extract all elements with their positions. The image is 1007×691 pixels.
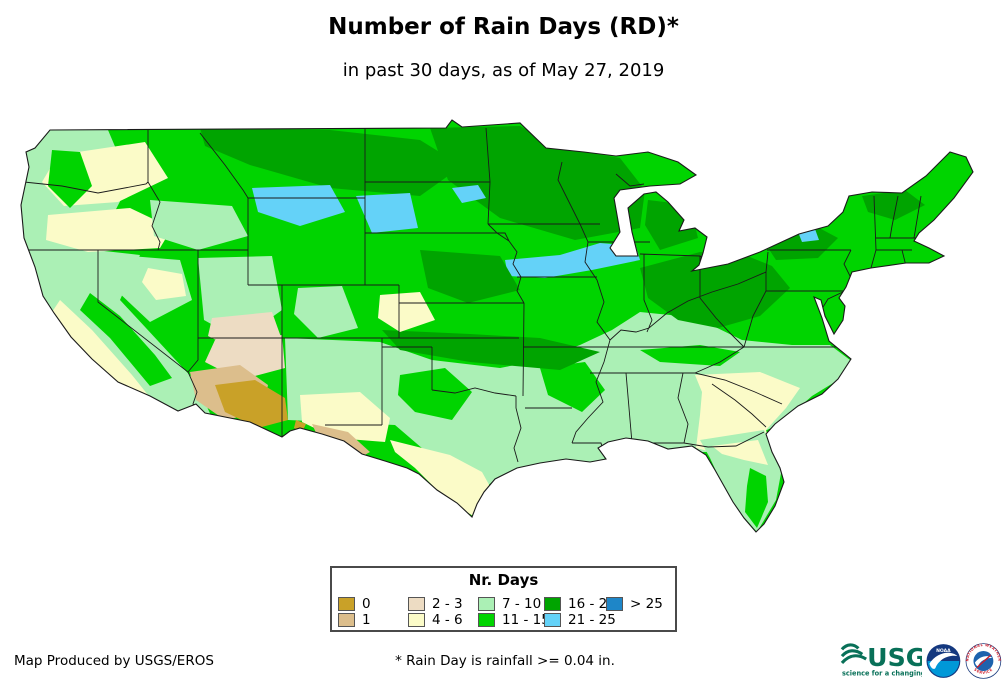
map-region xyxy=(390,440,492,516)
legend-item: 11 - 15 xyxy=(478,612,550,628)
map-region xyxy=(430,126,645,240)
agency-logos: USGS science for a changing world NOAA N… xyxy=(840,638,1002,684)
usgs-logo: USGS science for a changing world xyxy=(840,643,922,678)
legend-label: 2 - 3 xyxy=(432,596,463,612)
nws-cloud-icon xyxy=(975,656,993,667)
legend-item: 21 - 25 xyxy=(544,612,616,628)
rain-day-footnote: * Rain Day is rainfall >= 0.04 in. xyxy=(395,653,615,669)
legend-swatch xyxy=(338,597,355,611)
legend-item: 4 - 6 xyxy=(408,612,463,628)
nws-bolt-icon xyxy=(976,654,992,668)
map-region xyxy=(695,372,800,452)
legend-swatch xyxy=(408,613,425,627)
state-borders xyxy=(21,127,922,463)
map-region xyxy=(420,250,520,303)
nws-logo: NATIONAL WEATHER SERVICE xyxy=(966,643,1002,679)
map-region xyxy=(50,300,152,408)
map-region xyxy=(640,345,740,366)
legend-swatch xyxy=(478,597,495,611)
legend-item: 7 - 10 xyxy=(478,596,542,612)
legend-label: 0 xyxy=(362,596,371,612)
noaa-logo-text: NOAA xyxy=(936,648,951,654)
noaa-seagull-icon xyxy=(929,652,958,669)
map-region xyxy=(252,185,345,226)
map-region xyxy=(398,368,472,420)
legend-label: 11 - 15 xyxy=(502,612,550,628)
nws-ring-text-bottom: SERVICE xyxy=(973,668,993,675)
page-title: Number of Rain Days (RD)* xyxy=(328,14,679,40)
legend-item: 1 xyxy=(338,612,371,628)
legend-title: Nr. Days xyxy=(468,571,539,589)
usgs-wave-icon xyxy=(840,643,867,665)
legend-item: > 25 xyxy=(606,596,663,612)
map-region xyxy=(540,362,605,412)
legend-label: 16 - 20 xyxy=(568,596,616,612)
map-region xyxy=(294,286,358,338)
legend-label: 7 - 10 xyxy=(502,596,542,612)
noaa-logo: NOAA xyxy=(926,644,961,678)
legend-label: 1 xyxy=(362,612,371,628)
legend-item: 16 - 20 xyxy=(544,596,616,612)
legend-label: 4 - 6 xyxy=(432,612,463,628)
map-regions xyxy=(21,126,925,532)
map-region xyxy=(80,293,172,386)
map-region xyxy=(142,268,186,300)
map-region xyxy=(356,193,418,233)
map-region xyxy=(46,208,172,252)
legend-item: 2 - 3 xyxy=(408,596,463,612)
usgs-tagline: science for a changing world xyxy=(842,670,922,678)
map-region xyxy=(745,468,768,528)
legend-swatch xyxy=(606,597,623,611)
legend-swatch xyxy=(338,613,355,627)
legend-label: 21 - 25 xyxy=(568,612,616,628)
map-region xyxy=(862,190,925,220)
map-region xyxy=(200,128,462,196)
legend-label: > 25 xyxy=(630,596,663,612)
map-credit: Map Produced by USGS/EROS xyxy=(14,653,214,669)
map-region xyxy=(382,330,600,370)
map-region xyxy=(640,252,790,328)
legend-swatch xyxy=(544,613,561,627)
legend-item: 0 xyxy=(338,596,371,612)
map-region xyxy=(215,380,288,428)
us-outline xyxy=(20,119,974,533)
usgs-logo-text: USGS xyxy=(867,643,922,672)
legend-swatch xyxy=(544,597,561,611)
legend-swatch xyxy=(408,597,425,611)
legend-swatch xyxy=(478,613,495,627)
map-region xyxy=(505,243,640,278)
page-subtitle: in past 30 days, as of May 27, 2019 xyxy=(342,60,665,81)
map-region xyxy=(48,150,92,208)
map-region xyxy=(378,292,435,332)
map-region xyxy=(452,185,486,203)
map-region xyxy=(150,200,248,250)
